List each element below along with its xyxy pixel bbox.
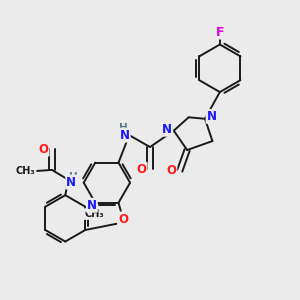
Text: N: N: [162, 123, 172, 136]
Text: H: H: [69, 172, 78, 182]
Text: N: N: [206, 110, 217, 123]
Text: O: O: [118, 213, 128, 226]
Text: CH₃: CH₃: [16, 167, 36, 176]
Text: H: H: [119, 123, 128, 133]
Text: N: N: [66, 176, 76, 189]
Text: CH₃: CH₃: [84, 209, 104, 219]
Text: N: N: [120, 129, 130, 142]
Text: O: O: [118, 213, 128, 226]
Text: F: F: [216, 26, 224, 38]
Text: N: N: [87, 199, 97, 212]
Text: O: O: [39, 142, 49, 156]
Text: O: O: [167, 164, 176, 177]
Text: O: O: [137, 163, 147, 176]
